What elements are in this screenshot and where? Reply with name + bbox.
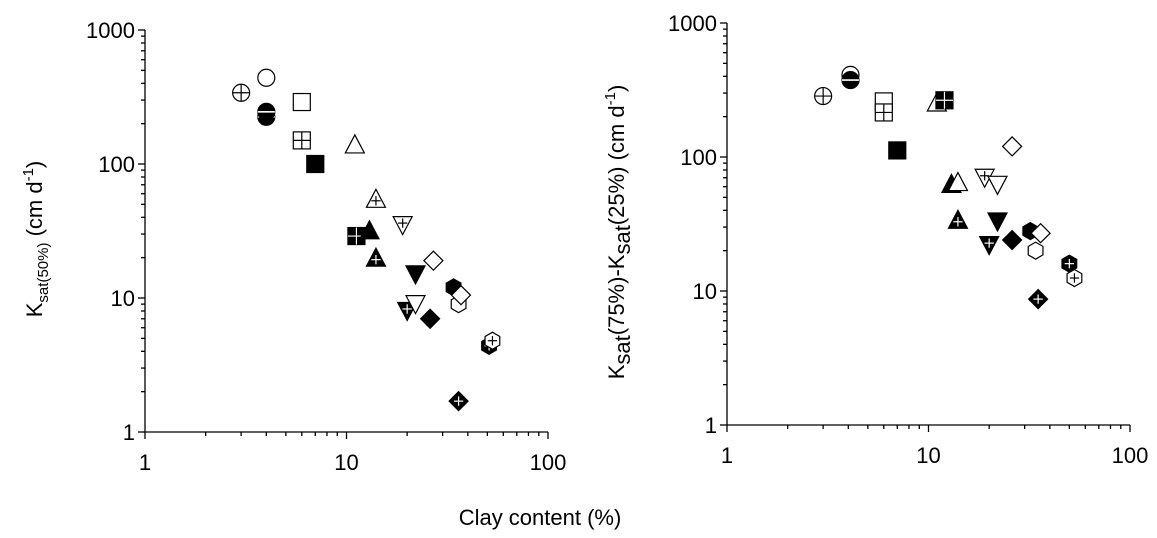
data-point-diamond-open xyxy=(423,250,444,271)
x-tick-label: 10 xyxy=(916,443,940,468)
data-point-triangle-down-filled xyxy=(987,212,1008,233)
data-point-square-grid xyxy=(292,131,311,150)
y-tick-label: 10 xyxy=(693,279,717,304)
data-point-square-filled-cross xyxy=(935,91,954,110)
x-tick-label: 10 xyxy=(334,450,358,475)
data-point-diamond-filled-cross xyxy=(448,390,469,412)
y-tick-label: 100 xyxy=(98,152,135,177)
y-tick-label: 100 xyxy=(680,145,717,170)
data-point-hexagon-cross xyxy=(1066,268,1083,288)
data-point-triangle-down-filled xyxy=(405,265,426,286)
data-point-circle-filled-half xyxy=(841,70,860,90)
data-point-triangle-down-filled-cross xyxy=(978,236,1000,256)
data-point-hexagon-cross xyxy=(484,331,501,350)
data-point-triangle-cross xyxy=(365,188,387,208)
x-tick-label: 100 xyxy=(1112,443,1149,468)
data-point-triangle-filled-cross xyxy=(365,246,387,267)
y-tick-label: 1 xyxy=(705,413,717,438)
data-point-square-open xyxy=(292,92,311,112)
x-tick-label: 100 xyxy=(530,450,567,475)
data-point-diamond-open xyxy=(1001,136,1023,157)
data-point-diamond-open xyxy=(450,284,472,306)
y-axis-title: Ksat(50%) (cm d-1) xyxy=(20,161,52,318)
data-point-triangle-filled xyxy=(358,219,380,240)
data-point-circle-cross xyxy=(232,83,251,102)
data-point-square-filled xyxy=(888,141,907,160)
data-point-triangle-open xyxy=(947,171,969,192)
data-point-diamond-filled-cross xyxy=(1027,288,1049,310)
data-point-square-filled xyxy=(306,154,325,174)
data-point-hexagon-open xyxy=(1027,241,1044,260)
y-tick-label: 1000 xyxy=(668,11,717,36)
data-point-triangle-filled-cross xyxy=(947,208,969,229)
y-tick-label: 10 xyxy=(111,286,135,311)
y-tick-label: 1 xyxy=(123,420,135,445)
x-axis-title: Clay content (%) xyxy=(459,505,622,530)
chart-right: 1 10 100 1 10 100 1000 Ksat(75%)-Ksat(25%) (cm … xyxy=(602,11,1148,468)
data-point-diamond-filled xyxy=(419,308,441,330)
chart-left: 1 10 100 1 10 100 1000 Ksat(50%) (cm d-1) xyxy=(20,18,566,475)
y-axis-title: Ksat(75%)-Ksat(25%) (cm d-1) xyxy=(602,85,635,380)
x-tick-label: 1 xyxy=(139,450,151,475)
data-point-triangle-down-open xyxy=(987,175,1008,196)
data-point-diamond-open xyxy=(1030,222,1051,244)
data-point-square-grid xyxy=(874,103,893,122)
x-tick-label: 1 xyxy=(721,443,733,468)
y-tick-label: 1000 xyxy=(86,18,135,43)
data-point-triangle-down-cross xyxy=(392,215,414,236)
data-point-circle-open xyxy=(257,68,276,87)
data-point-circle-cross xyxy=(814,86,833,106)
data-point-triangle-down-open xyxy=(405,295,426,315)
data-point-circle-filled-half xyxy=(257,102,276,121)
data-point-diamond-filled xyxy=(1001,229,1023,251)
data-point-triangle-open xyxy=(344,133,366,154)
